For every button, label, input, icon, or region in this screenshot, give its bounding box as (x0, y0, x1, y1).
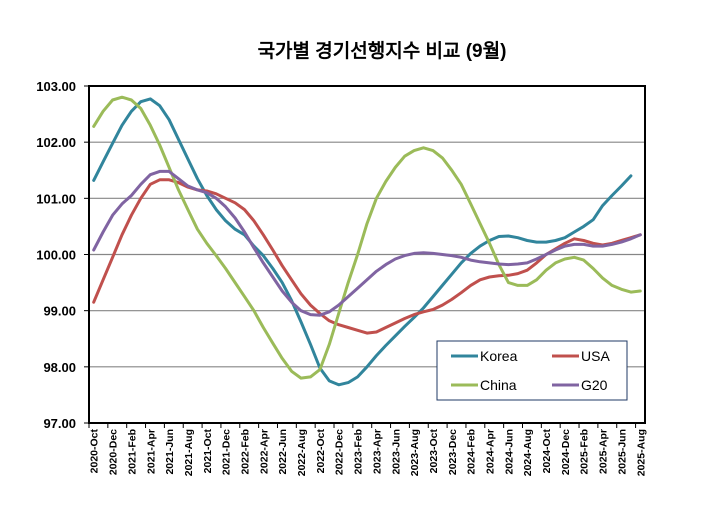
series-lines (92, 95, 642, 387)
x-tick-label: 2023-Jun (390, 429, 402, 475)
y-tick-label: 98.00 (43, 360, 76, 375)
x-tick-label: 2021-Jun (164, 429, 176, 475)
x-tick-label: 2020-Dec (108, 429, 120, 475)
legend: Korea USA China G20 (436, 340, 628, 401)
x-tick-label: 2024-Aug (522, 429, 534, 476)
y-tick-label: 101.00 (36, 191, 76, 206)
x-tick-label: 2025-Aug (635, 429, 647, 476)
x-tick-label: 2024-Feb (466, 429, 478, 475)
legend-label-usa: USA (581, 348, 610, 364)
x-tick-label: 2023-Apr (371, 429, 383, 474)
x-tick-label: 2022-Oct (315, 428, 327, 473)
x-tick-label: 2020-Oct (89, 428, 101, 473)
y-axis: 97.00 98.00 99.00 100.00 101.00 102.00 103.00 (36, 79, 89, 431)
x-tick-label: 2024-Dec (560, 429, 572, 475)
x-tick-label: 2023-Dec (447, 429, 459, 475)
series-line-china (92, 95, 642, 380)
y-tick-label: 99.00 (43, 304, 76, 319)
x-tick-label: 2021-Feb (126, 429, 138, 475)
chart-title: 국가별 경기선행지수 비교 (9월) (258, 40, 507, 62)
x-tick-label: 2022-Jun (277, 429, 289, 475)
x-tick-label: 2023-Feb (353, 429, 365, 475)
x-tick-label: 2025-Feb (579, 429, 591, 475)
x-tick-label: 2021-Dec (221, 429, 233, 475)
legend-label-g20: G20 (581, 377, 608, 393)
legend-box (436, 340, 628, 401)
x-tick-label: 2024-Jun (503, 429, 515, 475)
x-tick-label: 2025-Apr (598, 429, 610, 474)
y-tick-label: 100.00 (36, 248, 76, 263)
x-tick-label: 2024-Apr (485, 429, 497, 474)
legend-label-korea: Korea (480, 348, 518, 364)
x-tick-label: 2022-Dec (334, 429, 346, 475)
y-tick-label: 102.00 (36, 135, 76, 150)
x-tick-label: 2021-Apr (145, 429, 157, 474)
series-line-g20 (92, 169, 642, 317)
legend-label-china: China (480, 377, 517, 393)
x-tick-label: 2025-Jun (616, 429, 628, 475)
x-tick-label: 2021-Oct (202, 428, 214, 473)
x-axis: 2020-Oct 2020-Dec 2021-Feb 2021-Apr 2021-Jun… (88, 423, 647, 476)
x-tick-label: 2023-Aug (409, 429, 421, 476)
x-tick-label: 2024-Oct (541, 428, 553, 473)
plot-frame (88, 85, 646, 424)
x-tick-label: 2022-Feb (239, 429, 251, 475)
x-tick-label: 2022-Aug (296, 429, 308, 476)
series-line-korea (92, 97, 633, 387)
x-tick-label: 2022-Apr (258, 429, 270, 474)
x-tick-label: 2023-Oct (428, 428, 440, 473)
y-tick-label: 103.00 (36, 79, 76, 94)
y-tick-label: 97.00 (43, 416, 76, 431)
x-tick-label: 2021-Aug (183, 429, 195, 476)
